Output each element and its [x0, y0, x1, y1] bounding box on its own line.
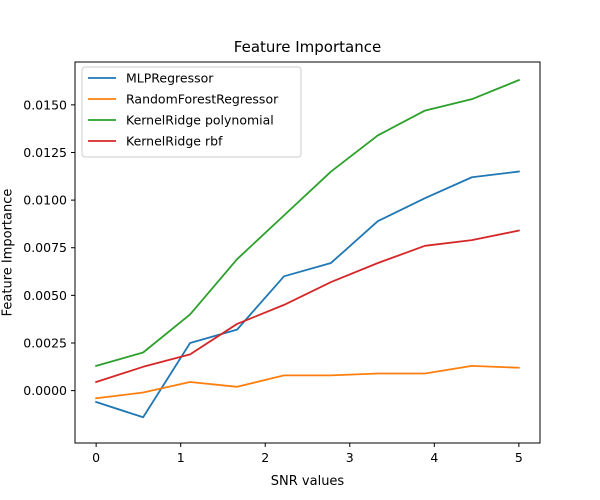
y-tick-label: 0.0100 — [23, 193, 67, 208]
x-tick-label: 4 — [430, 450, 438, 465]
series-line-0 — [95, 170, 520, 419]
y-tick-label: 0.0075 — [23, 240, 67, 255]
series-line-1 — [95, 364, 520, 400]
legend: MLPRegressor RandomForestRegressor KernelR… — [81, 66, 302, 158]
chart-title: Feature Importance — [234, 38, 381, 56]
x-tick-label: 1 — [177, 450, 185, 465]
legend-label-0: MLPRegressor — [126, 71, 214, 86]
x-tick-label: 5 — [515, 450, 523, 465]
x-tick-label: 2 — [261, 450, 269, 465]
x-tick-label: 0 — [92, 450, 100, 465]
y-tick-label: 0.0050 — [23, 288, 67, 303]
y-tick-label: 0.0125 — [23, 145, 67, 160]
x-axis-label: SNR values — [271, 474, 345, 489]
y-tick-label: 0.0000 — [23, 383, 67, 398]
plot-area: 0 1 2 3 4 5 0.0000 0.0025 0.0050 0.0075 0.0100 0.01… — [23, 61, 541, 465]
legend-label-1: RandomForestRegressor — [126, 92, 279, 107]
legend-label-3: KernelRidge rbf — [126, 134, 223, 149]
y-tick-label: 0.0025 — [23, 335, 67, 350]
x-tick-label: 3 — [346, 450, 354, 465]
y-axis-label: Feature Importance — [1, 189, 16, 317]
series-line-3 — [95, 229, 520, 384]
legend-frame — [81, 66, 302, 158]
axes-frame — [74, 61, 541, 444]
series-line-2 — [95, 78, 521, 367]
y-tick-label: 0.0150 — [23, 97, 67, 112]
legend-label-2: KernelRidge polynomial — [126, 113, 274, 128]
